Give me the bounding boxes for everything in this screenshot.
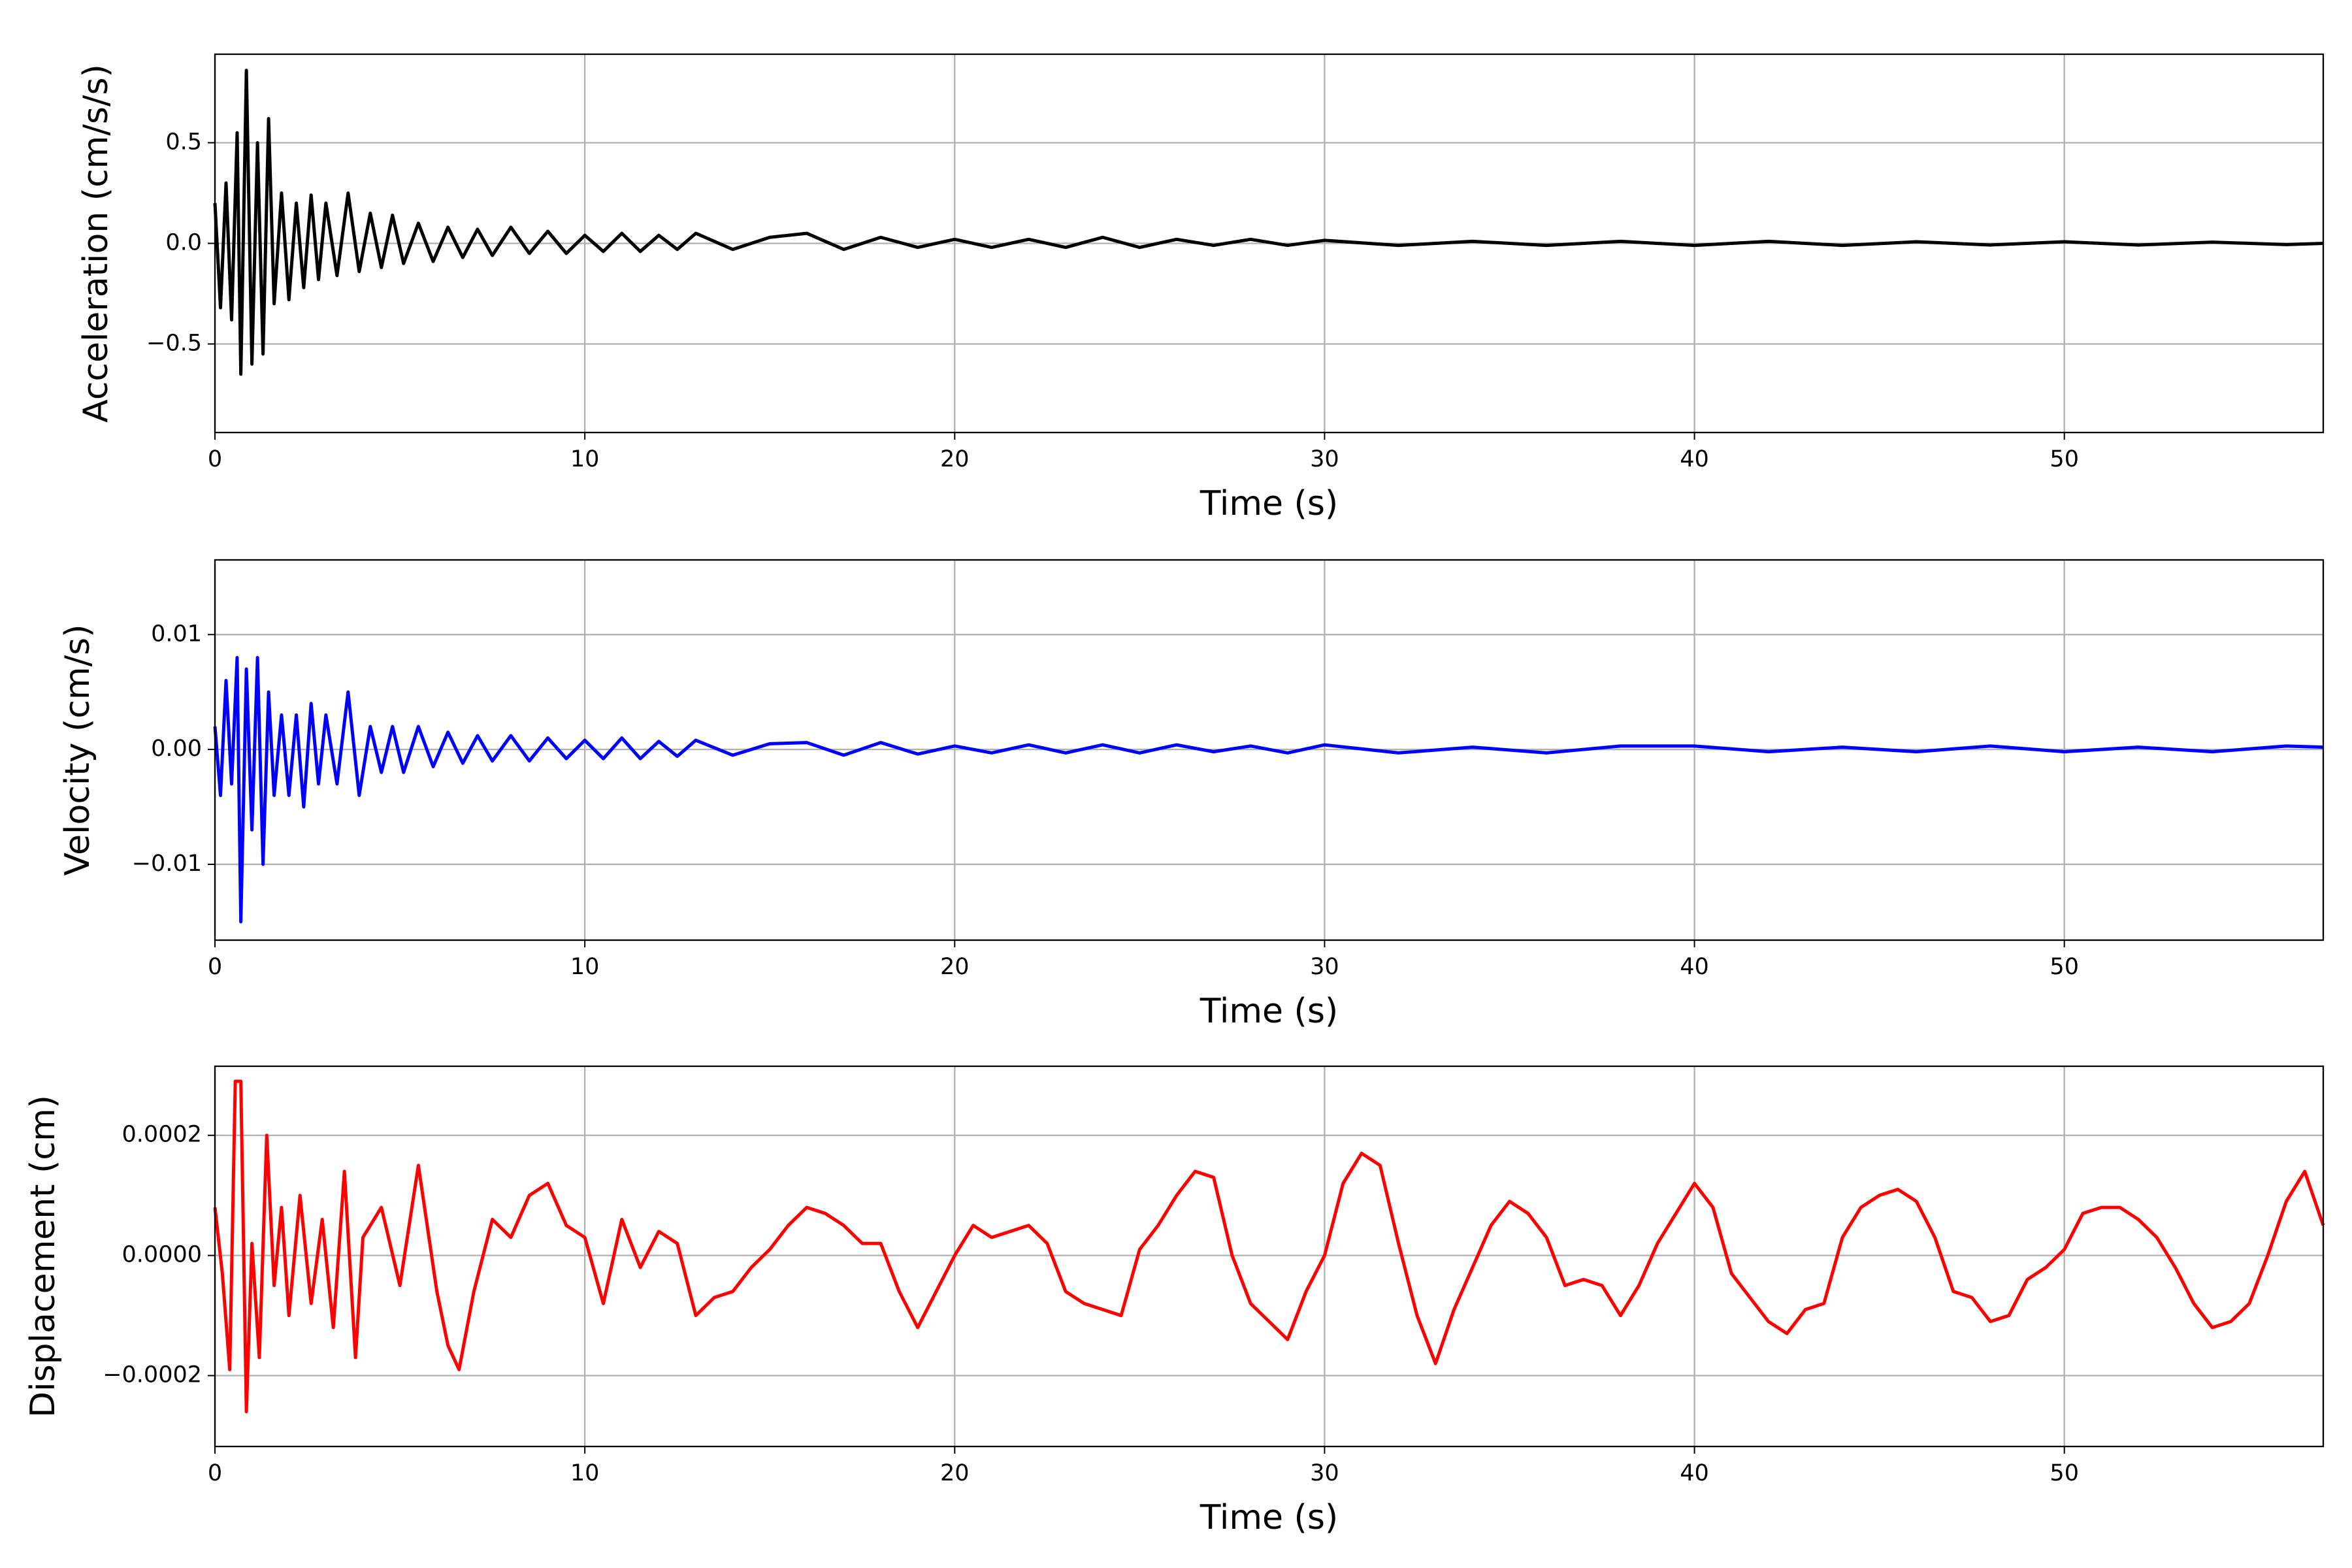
x-axis-label: Time (s) bbox=[1200, 484, 1338, 523]
plot-frame bbox=[214, 559, 2325, 941]
x-tick-label: 0 bbox=[208, 954, 222, 980]
y-tick-label: 0.01 bbox=[151, 621, 202, 647]
plot-frame bbox=[214, 53, 2325, 434]
x-tick-label: 10 bbox=[570, 954, 600, 980]
y-axis-label: Acceleration (cm/s/s) bbox=[76, 64, 116, 423]
y-axis-label: Velocity (cm/s) bbox=[58, 625, 97, 876]
y-tick-label: 0.0002 bbox=[122, 1122, 202, 1148]
x-tick-label: 40 bbox=[1680, 446, 1709, 472]
x-tick-label: 40 bbox=[1680, 1460, 1709, 1486]
x-tick-label: 30 bbox=[1310, 954, 1339, 980]
y-tick-label: −0.0002 bbox=[103, 1362, 202, 1388]
x-tick-label: 20 bbox=[940, 954, 970, 980]
y-tick-label: 0.0000 bbox=[122, 1242, 202, 1268]
x-tick-label: 50 bbox=[2050, 446, 2079, 472]
y-tick-label: −0.01 bbox=[132, 851, 202, 877]
x-tick-label: 30 bbox=[1310, 1460, 1339, 1486]
data-line bbox=[213, 1079, 2325, 1414]
x-tick-label: 10 bbox=[570, 1460, 600, 1486]
x-tick-label: 50 bbox=[2050, 954, 2079, 980]
y-axis-label: Displacement (cm) bbox=[24, 1095, 63, 1418]
x-tick-label: 20 bbox=[940, 1460, 970, 1486]
x-tick-label: 50 bbox=[2050, 1460, 2079, 1486]
data-line bbox=[213, 69, 2324, 376]
x-axis-label: Time (s) bbox=[1200, 992, 1338, 1031]
x-tick-label: 0 bbox=[208, 446, 222, 472]
x-axis-label: Time (s) bbox=[1200, 1498, 1338, 1537]
x-tick-label: 30 bbox=[1310, 446, 1339, 472]
x-tick-label: 0 bbox=[208, 1460, 222, 1486]
y-tick-label: −0.5 bbox=[146, 330, 202, 356]
x-tick-label: 10 bbox=[570, 446, 600, 472]
data-line bbox=[213, 655, 2324, 924]
x-tick-label: 40 bbox=[1680, 954, 1709, 980]
x-tick-label: 20 bbox=[940, 446, 970, 472]
y-tick-label: 0.5 bbox=[165, 129, 202, 155]
plot-frame bbox=[214, 1065, 2325, 1448]
y-tick-label: 0.00 bbox=[151, 736, 202, 762]
y-tick-label: 0.0 bbox=[165, 230, 202, 256]
